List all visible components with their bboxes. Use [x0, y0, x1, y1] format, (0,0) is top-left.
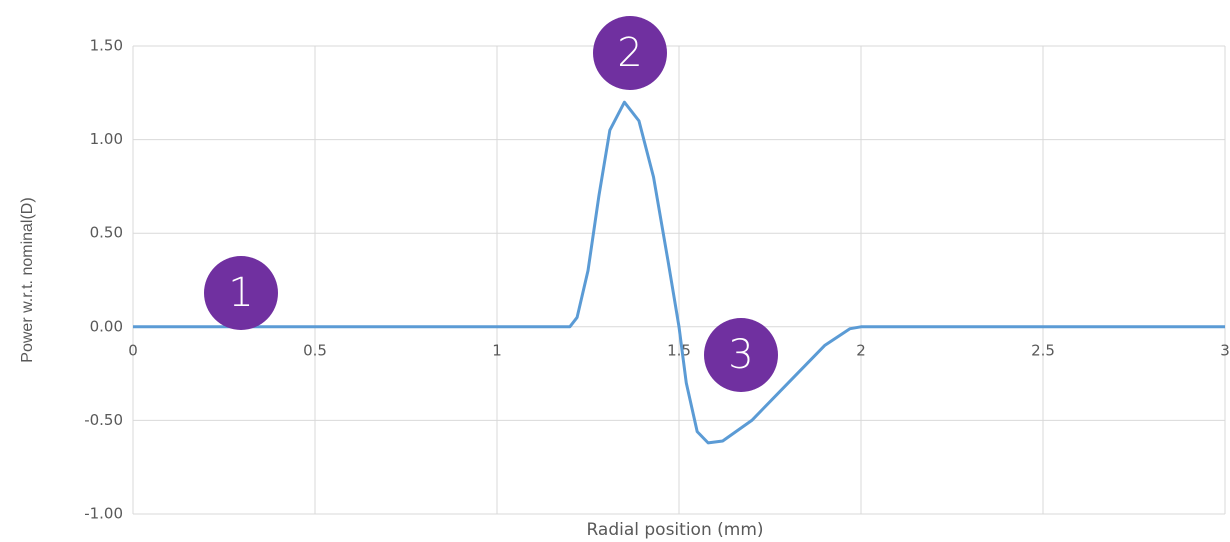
annotation-marker — [593, 16, 667, 90]
annotation-label: 1 — [228, 270, 253, 316]
annotation-label: 2 — [617, 30, 642, 76]
x-tick-label: 2 — [856, 341, 866, 359]
x-tick-label: 0 — [128, 341, 138, 359]
y-tick-label: 1.50 — [90, 37, 123, 55]
y-axis-label: Power w.r.t. nominal(D) — [19, 197, 36, 362]
y-tick-label: 1.00 — [90, 130, 123, 148]
x-tick-label: 1 — [492, 341, 502, 359]
y-tick-label: -1.00 — [84, 505, 123, 523]
data-line — [133, 100, 1225, 445]
annotation-marker — [704, 318, 778, 392]
y-tick-label: -0.50 — [84, 411, 123, 429]
y-tick-label: 0.50 — [90, 224, 123, 242]
x-tick-label: 0.5 — [303, 341, 327, 359]
annotation-marker — [204, 256, 278, 330]
x-tick-label: 3 — [1220, 341, 1230, 359]
annotation-label: 3 — [728, 332, 753, 378]
x-tick-label: 1.5 — [667, 341, 691, 359]
x-axis-label: Radial position (mm) — [586, 520, 763, 540]
y-tick-label: 0.00 — [90, 317, 123, 335]
x-tick-label: 2.5 — [1031, 341, 1055, 359]
